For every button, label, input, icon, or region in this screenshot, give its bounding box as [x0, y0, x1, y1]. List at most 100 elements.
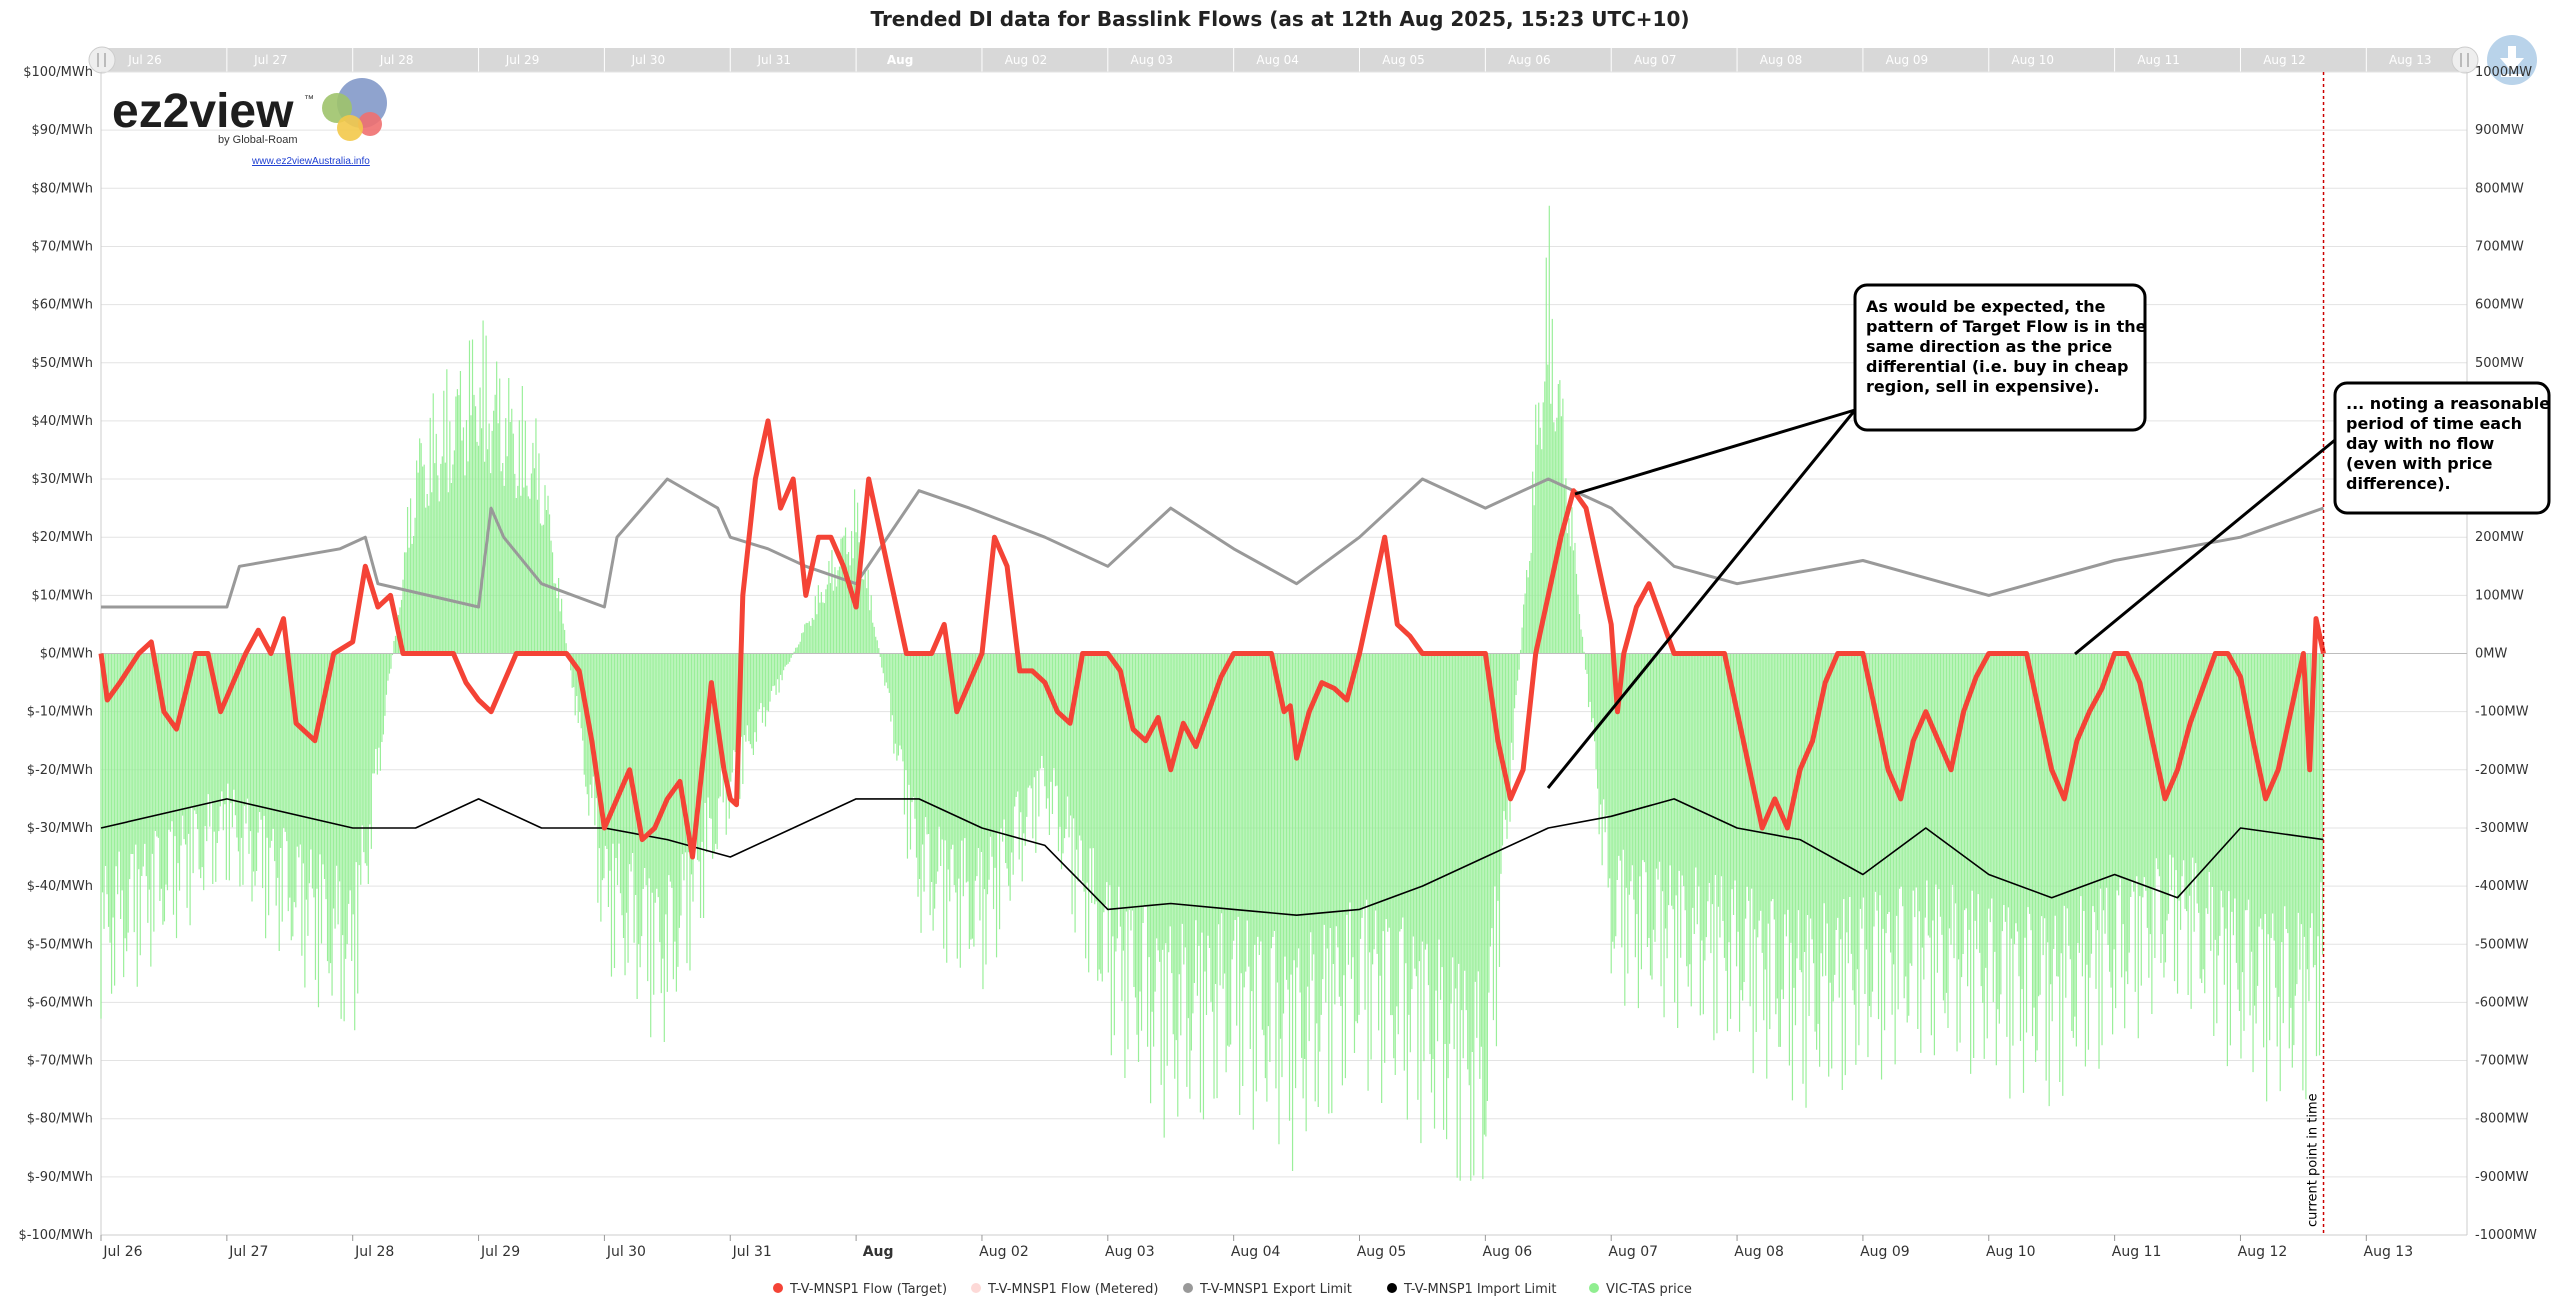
- chart-title: Trended DI data for Basslink Flows (as a…: [871, 7, 1690, 31]
- logo-url-link[interactable]: www.ez2viewAustralia.info: [251, 156, 370, 167]
- navigator-label: Aug 03: [1131, 53, 1174, 67]
- callout-pointer: [1546, 409, 1857, 789]
- x-tick-label: Aug 08: [1734, 1244, 1784, 1260]
- navigator-label: Aug 09: [1886, 53, 1929, 67]
- y-tick-label-right: -600MW: [2475, 995, 2529, 1010]
- y-tick-label-left: $40/MWh: [31, 414, 93, 429]
- legend-marker: [1183, 1283, 1193, 1293]
- y-tick-label-right: 800MW: [2475, 181, 2524, 196]
- legend-item[interactable]: VIC-TAS price: [1589, 1282, 1692, 1297]
- y-tick-label-left: $-10/MWh: [27, 705, 93, 720]
- navigator-label: Aug 05: [1382, 53, 1425, 67]
- range-navigator[interactable]: Jul 26 Jul 27 Jul 28 Jul 29 Jul 30 Jul 31 Aug A…: [88, 46, 2479, 74]
- legend-item[interactable]: T-V-MNSP1 Flow (Target): [773, 1282, 947, 1297]
- navigator-label: Aug 04: [1256, 53, 1299, 67]
- y-tick-label-right: 100MW: [2475, 588, 2524, 603]
- y-tick-label-left: $30/MWh: [31, 472, 93, 487]
- y-tick-label-right: 600MW: [2475, 298, 2524, 313]
- x-tick-label: Aug 04: [1231, 1244, 1281, 1260]
- navigator-label: Aug 11: [2137, 53, 2180, 67]
- navigator-label: Aug 06: [1508, 53, 1551, 67]
- x-tick-label: Aug 05: [1357, 1244, 1407, 1260]
- navigator-label: Aug 10: [2012, 53, 2055, 67]
- legend-marker: [1589, 1283, 1599, 1293]
- y-tick-label-left: $-100/MWh: [19, 1228, 93, 1243]
- navigator-label: Jul 28: [379, 53, 414, 67]
- navigator-label: Aug 07: [1634, 53, 1677, 67]
- y-tick-label-right: 700MW: [2475, 239, 2524, 254]
- legend-item[interactable]: T-V-MNSP1 Flow (Metered): [971, 1282, 1159, 1297]
- callout-pointer: [1574, 408, 1856, 496]
- y-tick-label-left: $10/MWh: [31, 588, 93, 603]
- x-tick-label: Aug 07: [1608, 1244, 1658, 1260]
- x-tick-label: Jul 31: [732, 1244, 772, 1260]
- y-tick-label-left: $-60/MWh: [27, 995, 93, 1010]
- x-tick-label: Jul 29: [480, 1244, 520, 1260]
- navigator-label: Aug 12: [2263, 53, 2306, 67]
- navigator-label: Aug 08: [1760, 53, 1803, 67]
- legend-label: T-V-MNSP1 Import Limit: [1403, 1282, 1556, 1297]
- y-tick-label-right: -300MW: [2475, 821, 2529, 836]
- navigator-label: Jul 26: [127, 53, 162, 67]
- navigator-label: Aug 02: [1005, 53, 1048, 67]
- x-tick-label: Jul 30: [606, 1244, 646, 1260]
- navigator-track[interactable]: [101, 48, 2467, 72]
- navigator-label: Jul 27: [253, 53, 288, 67]
- y-tick-label-right: 1000MW: [2475, 65, 2532, 80]
- legend-marker: [1387, 1283, 1397, 1293]
- callout-text: ... noting a reasonable period of time e…: [2346, 394, 2556, 493]
- series-line-t-v-mnsp1-flow-target-: [98, 418, 2326, 860]
- y-tick-label-left: $20/MWh: [31, 530, 93, 545]
- navigator-left-handle[interactable]: [88, 46, 116, 74]
- y-tick-label-left: $100/MWh: [23, 65, 93, 80]
- navigator-label: Jul 30: [631, 53, 666, 67]
- series-line-t-v-mnsp1-import-limit: [100, 798, 2324, 916]
- y-tick-label-right: -200MW: [2475, 763, 2529, 778]
- y-tick-label-left: $-30/MWh: [27, 821, 93, 836]
- legend-item[interactable]: T-V-MNSP1 Import Limit: [1387, 1282, 1556, 1297]
- y-tick-label-right: -1000MW: [2475, 1228, 2537, 1243]
- y-tick-label-left: $60/MWh: [31, 298, 93, 313]
- y-tick-label-left: $80/MWh: [31, 181, 93, 196]
- y-tick-label-left: $70/MWh: [31, 239, 93, 254]
- y-tick-label-right: 200MW: [2475, 530, 2524, 545]
- x-tick-label: Aug 02: [979, 1244, 1029, 1260]
- navigator-label: Jul 29: [505, 53, 540, 67]
- x-tick-label: Aug: [863, 1244, 894, 1260]
- navigator-right-handle[interactable]: [2451, 46, 2479, 74]
- download-icon: [2500, 46, 2524, 77]
- x-tick-label: Aug 10: [1986, 1244, 2036, 1260]
- navigator-label: Jul 31: [756, 53, 791, 67]
- y-tick-label-right: -500MW: [2475, 937, 2529, 952]
- navigator-label: Aug: [887, 53, 913, 67]
- current-time-label: current point in time: [2306, 1093, 2321, 1227]
- x-tick-label: Aug 06: [1483, 1244, 1533, 1260]
- x-tick-label: Aug 12: [2238, 1244, 2288, 1260]
- download-button[interactable]: [2487, 35, 2537, 85]
- x-tick-label: Aug 03: [1105, 1244, 1155, 1260]
- callout-target-flow: As would be expected, the pattern of Tar…: [1546, 283, 2147, 789]
- y-tick-label-left: $-70/MWh: [27, 1054, 93, 1069]
- y-tick-label-right: 500MW: [2475, 356, 2524, 371]
- legend-label: T-V-MNSP1 Flow (Target): [789, 1282, 947, 1297]
- legend-marker: [971, 1283, 981, 1293]
- legend-marker: [773, 1283, 783, 1293]
- logo-wordmark: ez2view: [112, 85, 294, 138]
- x-tick-label: Jul 26: [102, 1244, 142, 1260]
- x-tick-label: Jul 27: [228, 1244, 268, 1260]
- y-tick-label-right: -800MW: [2475, 1112, 2529, 1127]
- y-tick-label-right: 0MW: [2475, 647, 2507, 662]
- y-tick-label-left: $90/MWh: [31, 123, 93, 138]
- left-axis: $100/MWh $90/MWh $80/MWh $70/MWh $60/MWh $50/…: [19, 65, 93, 1243]
- legend-item[interactable]: T-V-MNSP1 Export Limit: [1183, 1282, 1352, 1297]
- x-tick-label: Aug 09: [1860, 1244, 1910, 1260]
- plot-area: current point in time: [98, 71, 2468, 1236]
- callout-pointer: [2074, 438, 2336, 656]
- y-tick-label-left: $-90/MWh: [27, 1170, 93, 1185]
- navigator-label: Aug 13: [2389, 53, 2432, 67]
- y-tick-label-left: $-40/MWh: [27, 879, 93, 894]
- ez2view-logo[interactable]: ez2view ™ by Global-Roam www.ez2viewAust…: [112, 78, 387, 167]
- logo-tm: ™: [304, 94, 314, 105]
- callout-box: [2333, 381, 2551, 515]
